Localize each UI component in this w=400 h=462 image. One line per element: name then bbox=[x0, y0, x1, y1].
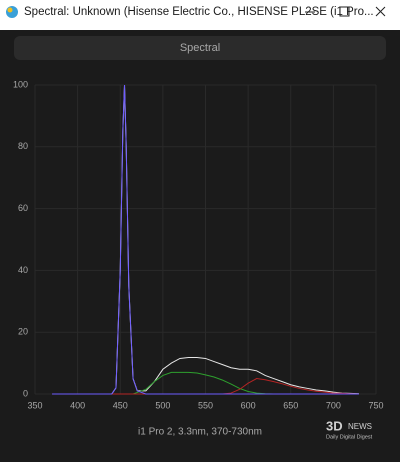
y-tick-label: 40 bbox=[18, 265, 28, 275]
x-tick-label: 500 bbox=[155, 400, 170, 410]
x-tick-label: 550 bbox=[198, 400, 213, 410]
watermark-logo: NEWS bbox=[348, 422, 372, 431]
x-tick-label: 600 bbox=[241, 400, 256, 410]
spectrum-line bbox=[52, 84, 359, 395]
x-tick-label: 400 bbox=[70, 400, 85, 410]
x-tick-label: 450 bbox=[113, 400, 128, 410]
close-button[interactable] bbox=[375, 6, 386, 17]
app-icon bbox=[6, 6, 18, 18]
x-tick-label: 350 bbox=[27, 400, 42, 410]
watermark-tagline: Daily Digital Digest bbox=[326, 434, 373, 440]
plot: 0 20 40 60 80 100 350 400 450 500 550 600 650 700 750 bbox=[13, 79, 384, 410]
x-tick-label: 650 bbox=[283, 400, 298, 410]
maximize-button[interactable] bbox=[339, 6, 350, 17]
watermark-logo: 3D bbox=[326, 418, 343, 433]
x-tick-label: 750 bbox=[368, 400, 383, 410]
title-bar bbox=[0, 0, 400, 30]
app-icon-dot bbox=[7, 7, 13, 13]
spectral-button[interactable] bbox=[14, 36, 386, 60]
window-title: Spectral: Unknown (Hisense Electric Co.,… bbox=[24, 6, 374, 18]
y-tick-label: 20 bbox=[18, 327, 28, 337]
y-tick-label: 60 bbox=[18, 203, 28, 213]
y-tick-label: 100 bbox=[13, 79, 28, 89]
y-tick-label: 80 bbox=[18, 141, 28, 151]
x-axis-label: i1 Pro 2, 3.3nm, 370-730nm bbox=[138, 427, 262, 438]
y-tick-label: 0 bbox=[23, 388, 28, 398]
x-tick-label: 700 bbox=[326, 400, 341, 410]
button-label: Spectral bbox=[180, 42, 220, 54]
